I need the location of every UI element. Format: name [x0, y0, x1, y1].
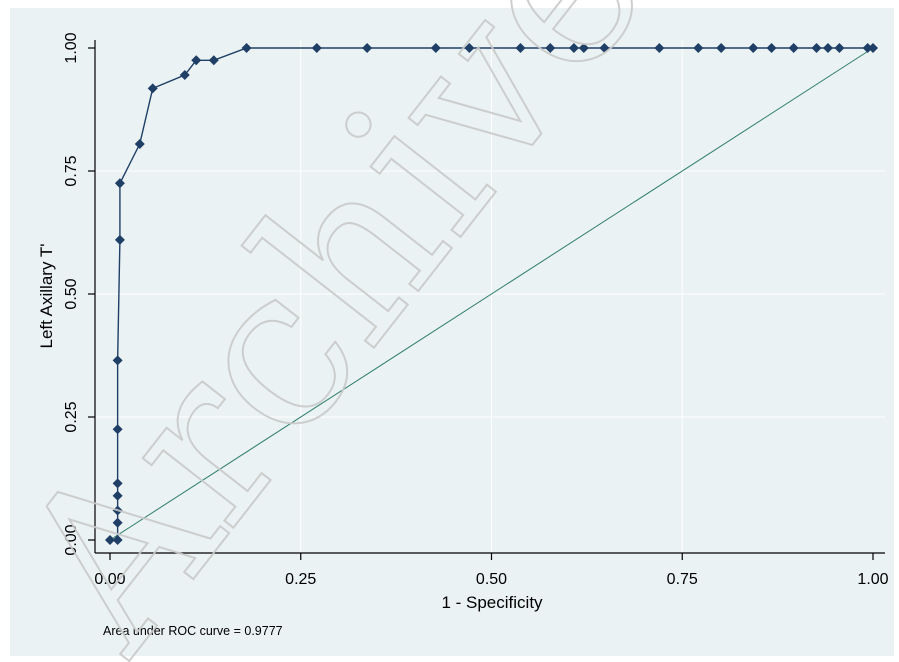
chart-area: [10, 8, 894, 656]
y-ticks: 0.00 0.25 0.50 0.75 1.00: [63, 32, 95, 556]
roc-point: [112, 505, 123, 516]
roc-point: [834, 43, 845, 53]
roc-point: [147, 83, 158, 94]
roc-point: [112, 478, 123, 489]
roc-point: [766, 43, 777, 53]
roc-point: [430, 43, 441, 53]
roc-point: [241, 43, 252, 53]
roc-point: [464, 43, 475, 53]
roc-point: [179, 70, 190, 81]
roc-point: [868, 43, 878, 53]
roc-point: [578, 43, 589, 53]
x-tick-label: 0.50: [476, 571, 507, 588]
roc-point: [105, 535, 115, 545]
roc-points: [105, 43, 878, 545]
y-tick-label: 0.50: [63, 278, 80, 309]
y-tick-label: 0.00: [63, 524, 80, 555]
roc-point: [112, 517, 123, 528]
roc-point: [811, 43, 822, 53]
y-axis-title: Left Axillary T': [37, 244, 56, 349]
reference-line: [109, 47, 874, 541]
roc-point: [788, 43, 799, 53]
roc-point: [515, 43, 526, 53]
y-tick-label: 1.00: [63, 32, 80, 63]
x-tick-label: 1.00: [857, 571, 888, 588]
x-ticks: 0.00 0.25 0.50 0.75 1.00: [94, 553, 889, 588]
roc-point: [311, 43, 322, 53]
x-tick-label: 0.75: [667, 571, 698, 588]
roc-point: [568, 43, 579, 53]
roc-point: [545, 43, 556, 53]
roc-point: [134, 138, 145, 149]
roc-point: [822, 43, 833, 53]
roc-point: [114, 178, 125, 189]
roc-point: [654, 43, 665, 53]
roc-point: [112, 535, 123, 545]
roc-point: [748, 43, 759, 53]
roc-point: [112, 490, 123, 501]
roc-point: [191, 55, 202, 66]
roc-point: [112, 424, 123, 435]
x-tick-label: 0.25: [285, 571, 316, 588]
roc-point: [716, 43, 727, 53]
roc-point: [862, 43, 873, 53]
grid: [95, 40, 885, 553]
roc-point: [362, 43, 373, 53]
x-axis-title: 1 - Specificity: [441, 593, 543, 612]
y-tick-label: 0.25: [63, 401, 80, 432]
x-tick-label: 0.00: [94, 571, 125, 588]
roc-point: [693, 43, 704, 53]
roc-point: [599, 43, 610, 53]
y-tick-label: 0.75: [63, 155, 80, 186]
auc-note: Area under ROC curve = 0.9777: [103, 624, 283, 638]
roc-point: [114, 234, 125, 245]
roc-point: [208, 55, 219, 66]
roc-point: [112, 355, 123, 366]
